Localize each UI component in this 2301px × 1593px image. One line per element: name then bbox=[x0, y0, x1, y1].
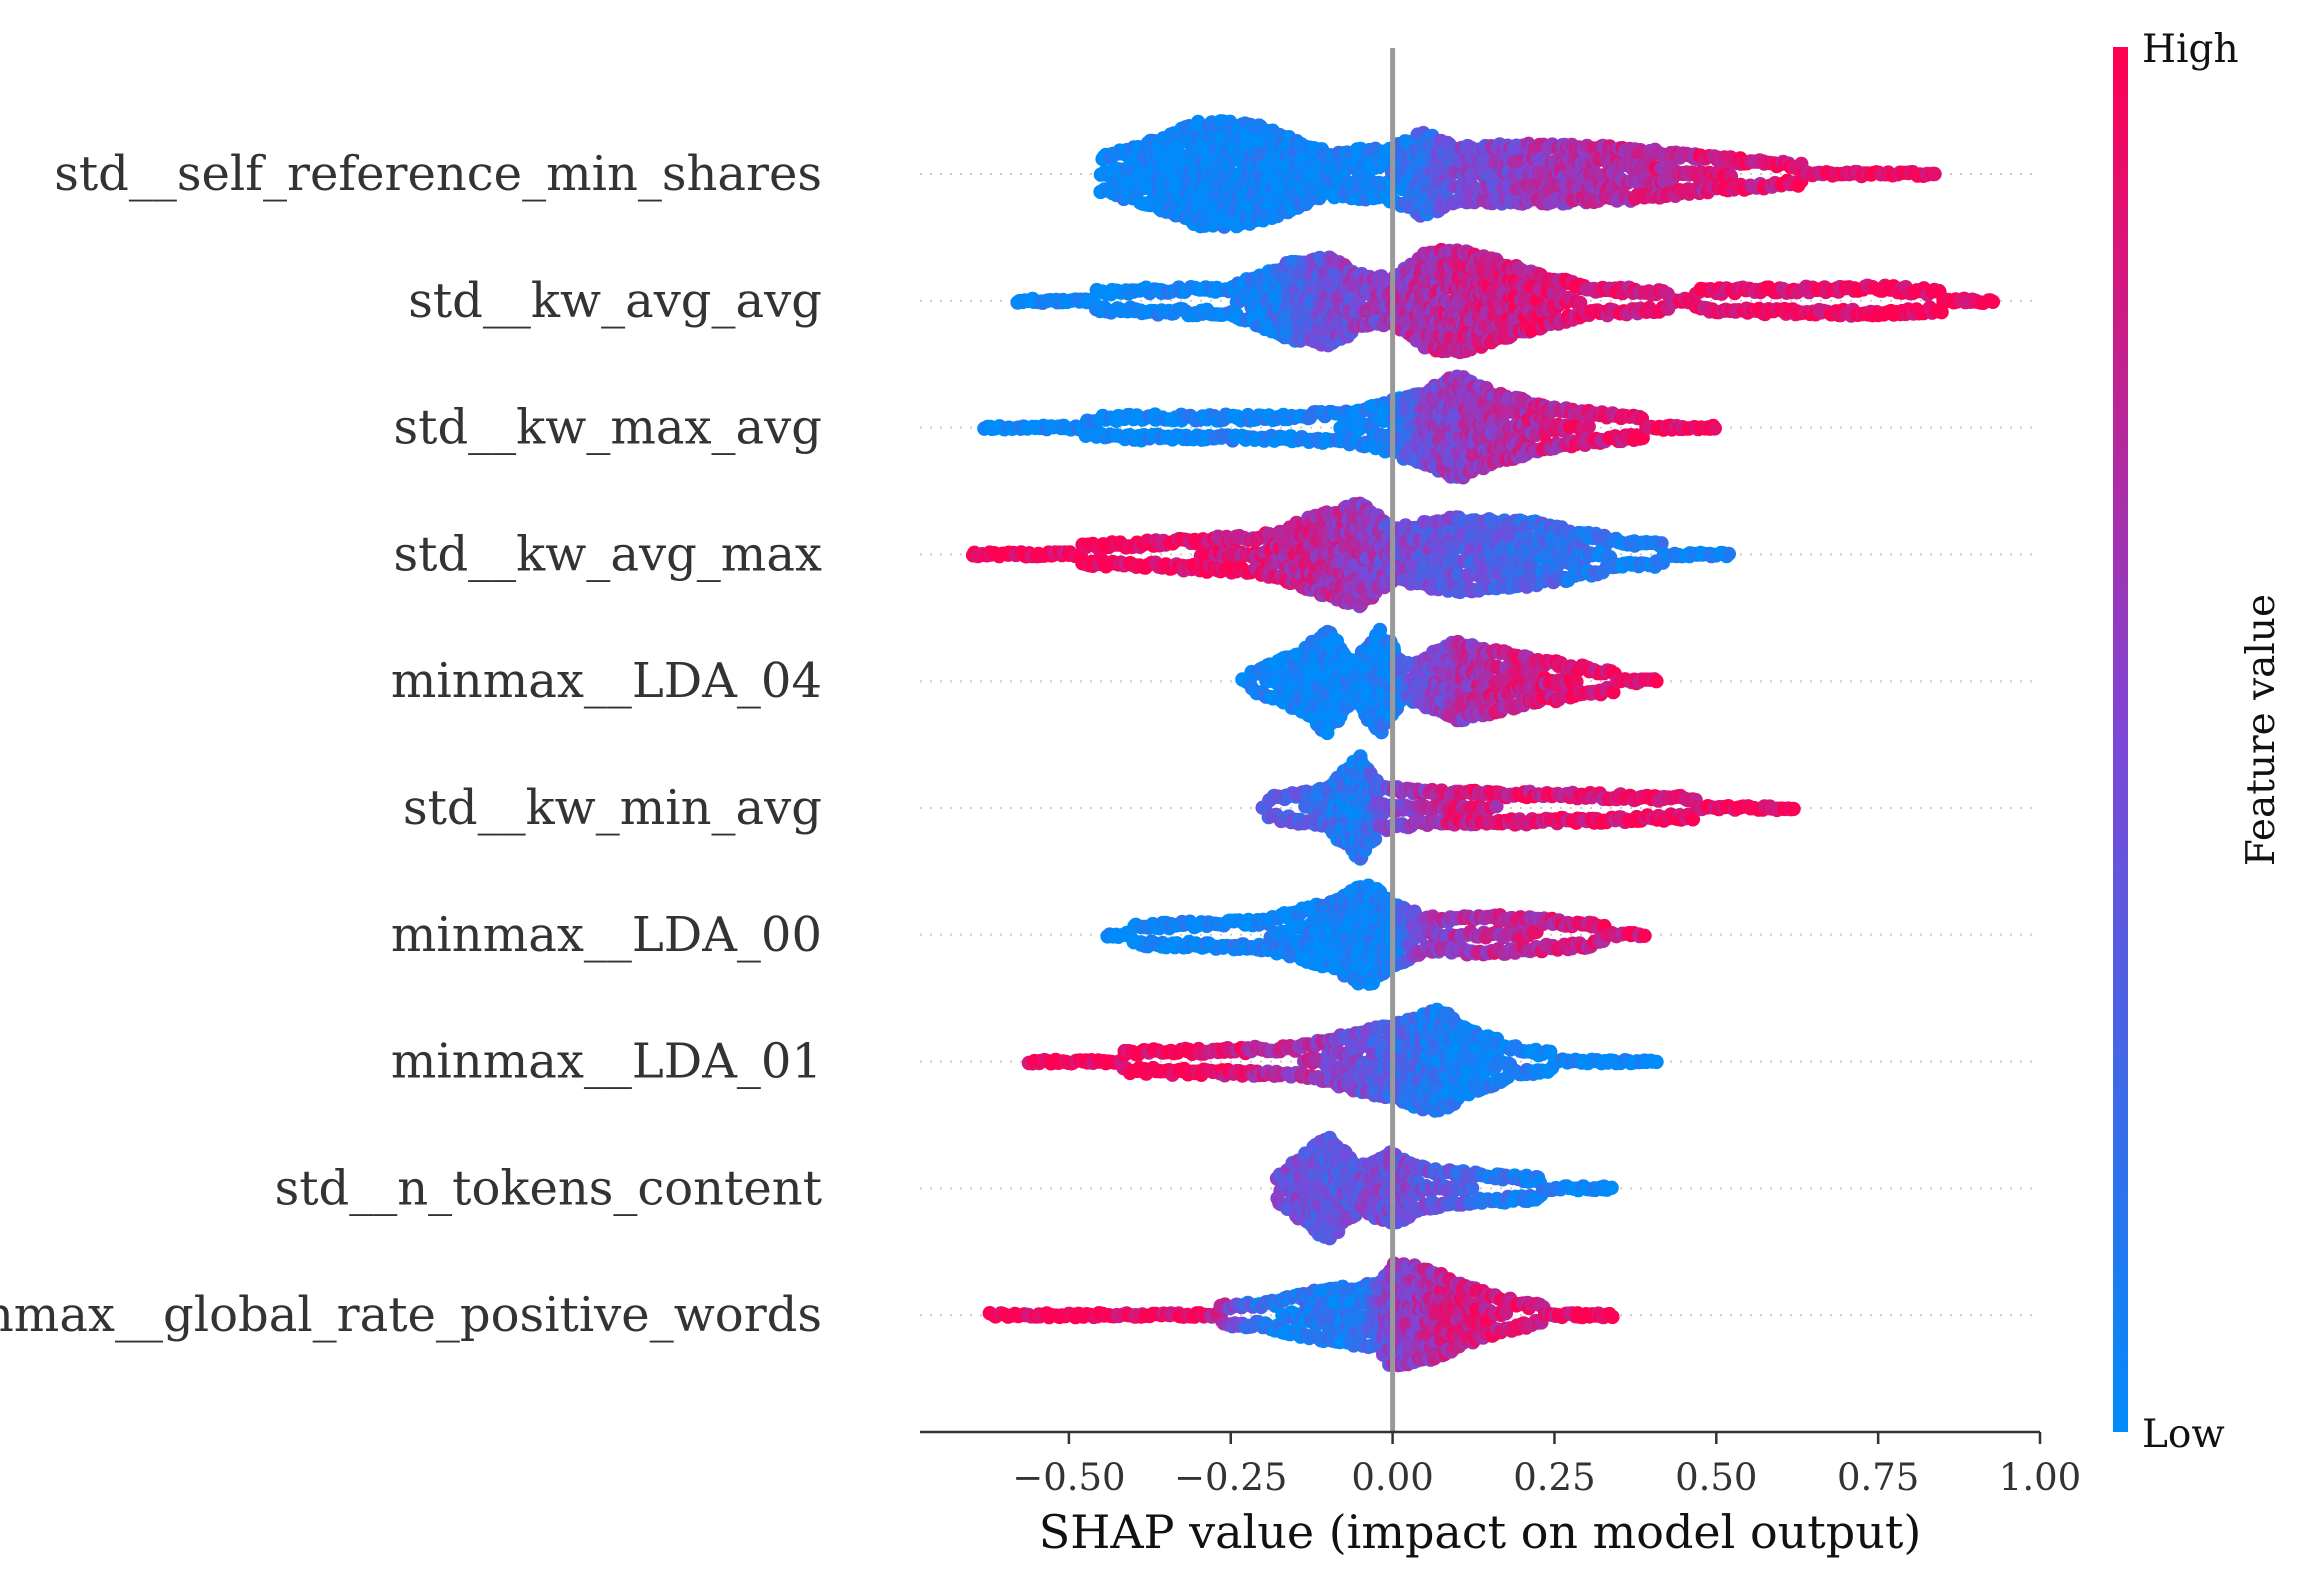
shap-point bbox=[1786, 801, 1801, 817]
feature-row-0 bbox=[920, 114, 2040, 234]
feature-row-2 bbox=[920, 369, 2040, 485]
feature-row-4 bbox=[920, 622, 2040, 741]
shap-point bbox=[1707, 421, 1723, 436]
feature-row-6 bbox=[920, 878, 2040, 991]
shap-point bbox=[1985, 294, 2001, 309]
feature-row-5 bbox=[920, 749, 2040, 866]
shap-point bbox=[1649, 674, 1664, 689]
feature-row-3 bbox=[920, 496, 2040, 614]
feature-rows bbox=[920, 114, 2040, 1373]
shap-point bbox=[1721, 546, 1737, 562]
shap-point bbox=[1927, 166, 1942, 182]
feature-row-1 bbox=[920, 242, 2040, 360]
